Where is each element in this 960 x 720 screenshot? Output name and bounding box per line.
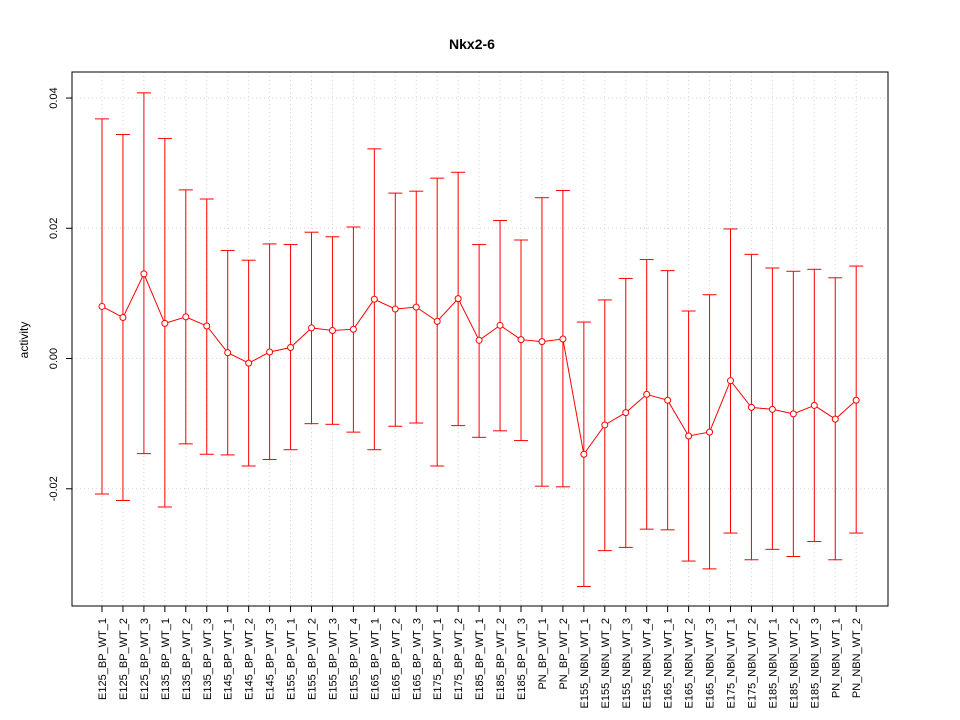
- x-tick-label: E165_NBN_WT_1: [663, 618, 675, 709]
- x-tick-label: E175_NBN_WT_2: [746, 618, 758, 709]
- x-tick-label: E125_BP_WT_2: [118, 618, 130, 700]
- plot-frame: [71, 71, 889, 607]
- data-point: [831, 415, 839, 423]
- x-tick-label: E135_BP_WT_1: [160, 618, 172, 700]
- x-tick-label: E185_NBN_WT_1: [767, 618, 779, 709]
- x-tick-label: E145_BP_WT_1: [223, 618, 235, 700]
- x-tick-label: E165_NBN_WT_2: [684, 618, 696, 709]
- data-point: [140, 270, 148, 278]
- x-tick-label: E165_BP_WT_2: [390, 618, 402, 700]
- data-points: [98, 270, 860, 458]
- data-point: [538, 338, 546, 346]
- x-tick-label: E125_BP_WT_3: [139, 618, 151, 700]
- chart-title: Nkx2-6: [449, 36, 495, 52]
- data-point: [349, 325, 357, 333]
- x-tick-label: E145_BP_WT_3: [265, 618, 277, 700]
- x-tick-label: E155_NBN_WT_4: [642, 618, 654, 709]
- data-point: [287, 343, 295, 351]
- data-point: [245, 359, 253, 367]
- x-tick-label: E155_BP_WT_1: [286, 618, 298, 700]
- data-point: [370, 295, 378, 303]
- data-point: [454, 295, 462, 303]
- data-point: [517, 336, 525, 344]
- data-point: [98, 302, 106, 310]
- x-tick-label: E155_BP_WT_2: [307, 618, 319, 700]
- x-tick-label: PN_NBN_WT_1: [830, 618, 842, 698]
- x-tick-label: E125_BP_WT_1: [97, 618, 109, 700]
- data-point: [433, 317, 441, 325]
- data-point: [789, 410, 797, 418]
- data-point: [412, 303, 420, 311]
- data-point: [580, 450, 588, 458]
- data-point: [601, 421, 609, 429]
- data-point: [622, 409, 630, 417]
- x-tick-label: E175_BP_WT_2: [453, 618, 465, 700]
- x-tick-label: PN_NBN_WT_2: [851, 618, 863, 698]
- data-point: [475, 336, 483, 344]
- x-tick-label: E185_NBN_WT_3: [809, 618, 821, 709]
- data-point: [747, 403, 755, 411]
- x-tick-label: E135_BP_WT_2: [181, 618, 193, 700]
- x-tick-label: E185_BP_WT_1: [474, 618, 486, 700]
- data-point: [685, 432, 693, 440]
- x-tick-label: E145_BP_WT_2: [244, 618, 256, 700]
- y-tick-label: 0.04: [48, 87, 60, 108]
- x-tick-label: E165_BP_WT_1: [369, 618, 381, 700]
- x-axis: E125_BP_WT_1 E125_BP_WT_2 E125_BP_WT_3 E135…: [97, 605, 863, 709]
- data-point: [706, 428, 714, 436]
- y-axis-label: activity: [17, 322, 31, 359]
- data-point: [559, 335, 567, 343]
- data-point: [182, 313, 190, 321]
- y-axis: -0.02 0.00 0.02 0.04: [48, 87, 73, 501]
- x-tick-label: E135_BP_WT_3: [202, 618, 214, 700]
- x-tick-label: E185_BP_WT_2: [495, 618, 507, 700]
- data-point: [266, 348, 274, 356]
- x-tick-label: E155_BP_WT_4: [348, 618, 360, 700]
- data-point: [643, 390, 651, 398]
- data-point: [203, 322, 211, 330]
- data-point: [119, 314, 127, 322]
- data-point: [768, 405, 776, 413]
- data-point: [852, 396, 860, 404]
- data-point: [308, 324, 315, 332]
- data-point: [496, 321, 504, 329]
- x-tick-label: E155_NBN_WT_3: [621, 618, 633, 709]
- data-point: [664, 396, 672, 404]
- x-tick-label: E155_BP_WT_3: [327, 618, 339, 700]
- y-tick-label: -0.02: [48, 476, 60, 501]
- data-point: [328, 327, 336, 335]
- x-tick-label: E155_NBN_WT_2: [600, 618, 612, 709]
- y-tick-label: 0.02: [48, 218, 60, 239]
- data-point: [810, 401, 818, 409]
- x-tick-label: E155_NBN_WT_1: [579, 618, 591, 709]
- data-point: [727, 377, 734, 385]
- y-tick-label: 0.00: [48, 348, 60, 369]
- x-tick-label: E185_NBN_WT_2: [788, 618, 800, 709]
- x-tick-label: E165_BP_WT_3: [411, 618, 423, 700]
- data-point: [224, 349, 232, 357]
- data-point: [391, 305, 399, 313]
- x-tick-label: E175_NBN_WT_1: [726, 618, 738, 709]
- x-tick-label: PN_BP_WT_2: [558, 618, 570, 690]
- x-tick-label: PN_BP_WT_1: [537, 618, 549, 690]
- data-point: [161, 319, 169, 327]
- x-tick-label: E165_NBN_WT_3: [705, 618, 717, 709]
- x-tick-label: E185_BP_WT_3: [516, 618, 528, 700]
- x-tick-label: E175_BP_WT_1: [432, 618, 444, 700]
